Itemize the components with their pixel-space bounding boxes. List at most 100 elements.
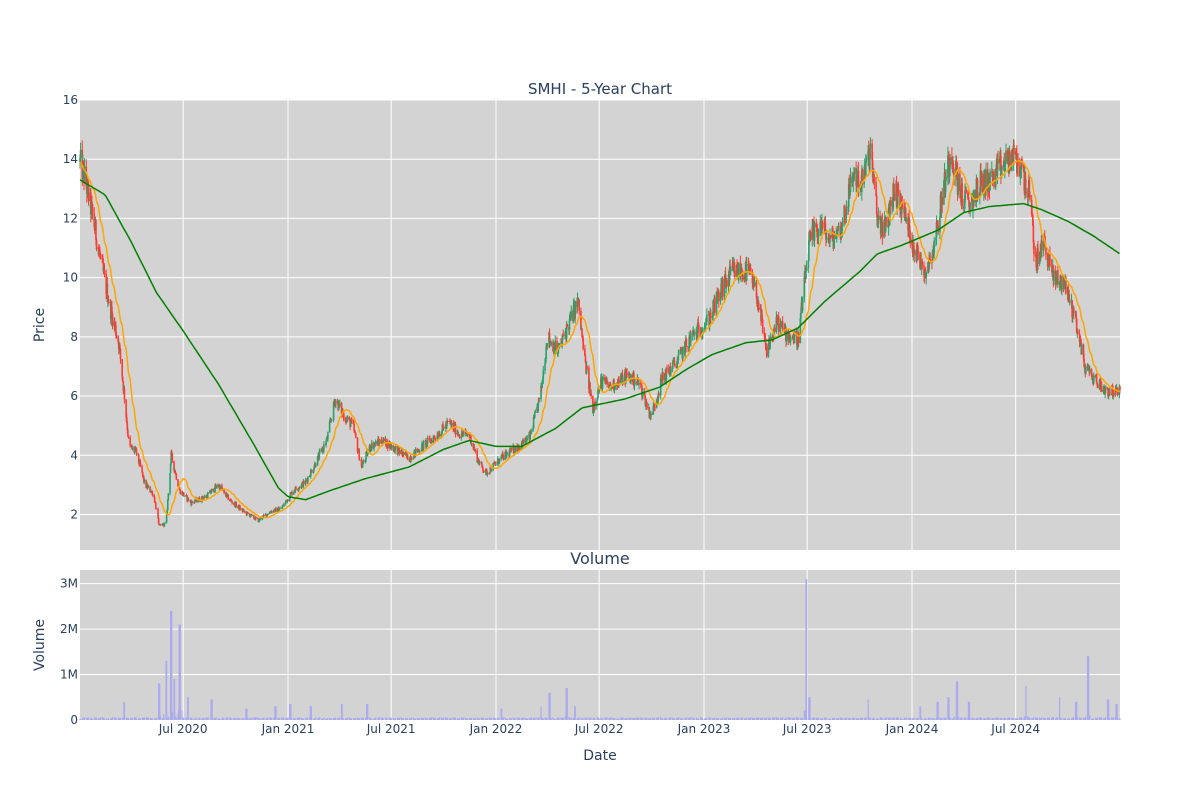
candle-body	[781, 321, 784, 330]
volume-bar	[777, 717, 779, 720]
candle-body	[1067, 286, 1069, 299]
candle-body	[947, 155, 949, 178]
candle-body	[755, 282, 758, 298]
candle-body	[1018, 166, 1021, 177]
candle-body	[869, 143, 872, 149]
volume-bar	[299, 717, 301, 720]
candle-body	[1033, 242, 1035, 255]
candle-body	[644, 395, 647, 406]
candle-body	[620, 375, 622, 383]
candle-body	[533, 413, 536, 418]
price-tick-label: 12	[63, 211, 78, 225]
volume-axis-title: Volume	[32, 619, 48, 671]
candle-body	[137, 454, 140, 462]
candle-body	[775, 317, 778, 332]
candle-body	[434, 437, 436, 439]
candle-body	[397, 447, 399, 455]
volume-bar	[960, 717, 963, 720]
volume-bar	[873, 718, 875, 720]
candle-body	[1073, 307, 1075, 313]
volume-bar	[825, 717, 828, 720]
volume-bar	[351, 719, 353, 720]
volume-bar	[845, 717, 848, 720]
candle-body	[613, 389, 616, 391]
volume-bar	[95, 717, 98, 720]
volume-bar	[434, 717, 436, 720]
candle-body	[561, 334, 564, 341]
candle-body	[801, 297, 804, 311]
volume-bar	[508, 717, 510, 720]
candle-body	[1032, 225, 1035, 243]
candle-body	[434, 438, 437, 440]
candle-body	[382, 438, 385, 442]
volume-bar	[518, 717, 520, 720]
candle-body	[947, 155, 950, 158]
price-tick-label: 6	[70, 389, 78, 403]
candle-body	[325, 437, 328, 441]
candle-body	[86, 180, 89, 194]
candle-body	[560, 343, 562, 344]
volume-bar	[103, 718, 106, 720]
volume-bar	[155, 718, 157, 720]
candle-body	[167, 493, 170, 500]
volume-bar	[407, 718, 409, 720]
candle-body	[696, 326, 698, 339]
candle-body	[1112, 393, 1115, 396]
volume-bar	[415, 718, 417, 720]
candle-body	[261, 518, 264, 520]
candle-body	[643, 392, 646, 396]
candle-body	[1061, 275, 1063, 292]
volume-bar	[988, 717, 991, 720]
volume-bar	[343, 718, 345, 720]
candle-body	[279, 507, 281, 509]
candle-body	[312, 469, 315, 473]
candle-body	[210, 492, 212, 494]
price-plot-area[interactable]	[80, 100, 1120, 550]
candle-body	[867, 150, 870, 156]
candle-body	[779, 323, 782, 332]
candle-body	[901, 204, 904, 208]
volume-bar	[841, 718, 844, 720]
candle-body	[87, 185, 90, 202]
candle-body	[134, 447, 137, 451]
candle-body	[115, 325, 117, 337]
candle-body	[892, 183, 894, 209]
candle-body	[1092, 375, 1095, 384]
candle-body	[1054, 270, 1057, 285]
volume-bar	[1069, 718, 1071, 720]
candle-body	[1005, 150, 1007, 163]
volume-bar	[182, 717, 184, 720]
candle-body	[191, 501, 194, 503]
candle-body	[512, 446, 515, 454]
candle-body	[760, 307, 762, 321]
volume-bar	[945, 718, 947, 720]
candle-body	[1119, 386, 1121, 390]
candle-body	[743, 274, 746, 281]
volume-bar	[682, 718, 684, 720]
candle-body	[82, 162, 84, 179]
candle-body	[877, 220, 879, 226]
candle-body	[449, 421, 451, 422]
candle-body	[442, 426, 445, 429]
volume-bar	[1065, 718, 1067, 720]
volume-bar	[389, 717, 392, 720]
candle-body	[642, 392, 644, 397]
volume-bar	[809, 697, 811, 720]
candle-body	[465, 431, 468, 435]
candle-body	[153, 495, 155, 498]
volume-plot-area[interactable]	[80, 570, 1120, 720]
candle-body	[1020, 169, 1022, 175]
candle-body	[470, 435, 472, 445]
volume-bar	[857, 717, 860, 720]
candle-body	[761, 319, 764, 333]
candle-body	[518, 446, 521, 450]
candle-body	[936, 222, 938, 225]
candle-body	[917, 250, 920, 254]
candle-body	[657, 398, 659, 401]
volume-bar	[195, 717, 197, 720]
volume-bar	[891, 717, 893, 720]
candle-body	[366, 451, 369, 456]
candle-body	[365, 452, 367, 460]
candle-body	[299, 487, 301, 488]
candle-body	[1037, 248, 1039, 264]
